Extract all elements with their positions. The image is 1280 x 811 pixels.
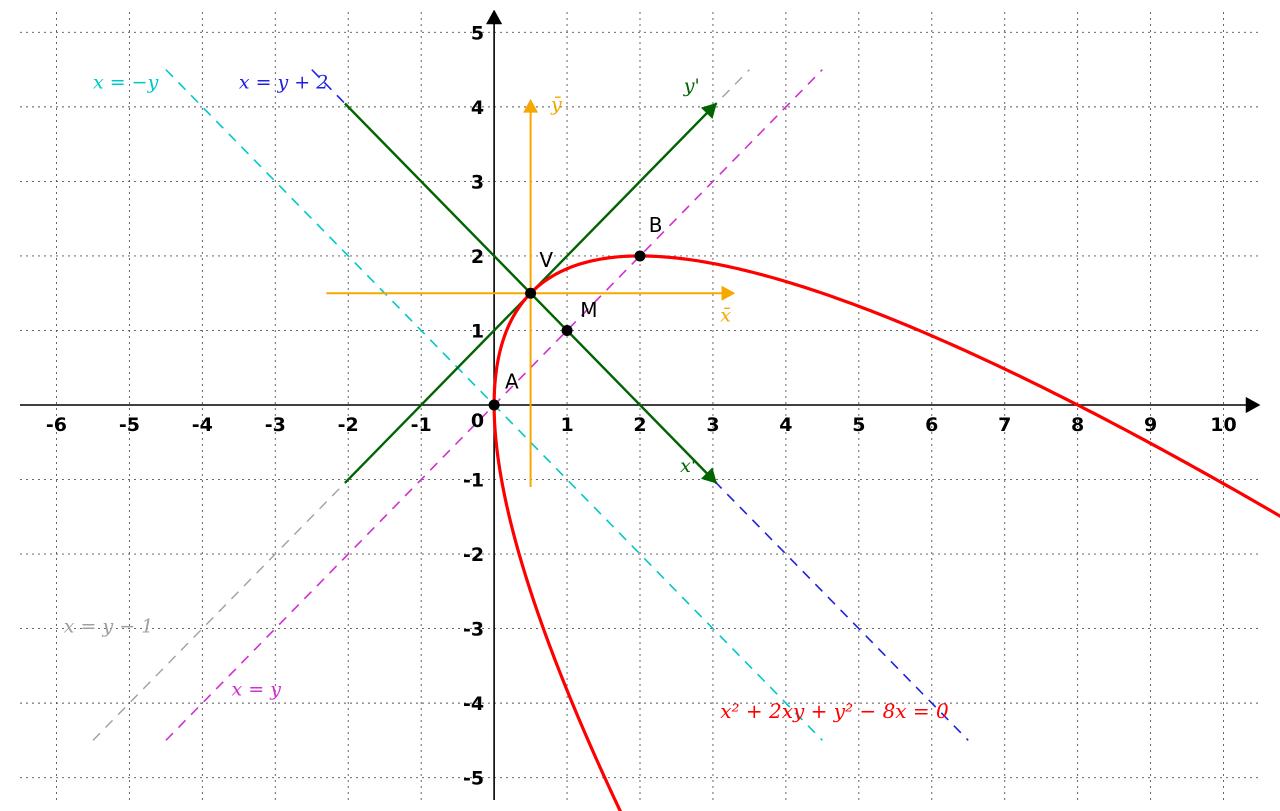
rotated-x-label: x'	[680, 455, 696, 477]
point-B	[635, 250, 646, 261]
point-label-B: B	[649, 213, 663, 237]
y-tick-label: 3	[471, 171, 484, 193]
point-M	[562, 325, 573, 336]
point-label-A: A	[505, 370, 519, 394]
y-tick-label: -1	[463, 470, 484, 492]
x-tick-label: -6	[46, 414, 67, 436]
x-tick-label: -1	[411, 414, 432, 436]
conic-equation-label: x² + 2xy + y² − 8x = 0	[720, 699, 949, 723]
x-tick-label: 2	[633, 414, 646, 436]
x-tick-label: -5	[119, 414, 140, 436]
x-tick-label: 9	[1144, 414, 1157, 436]
y-tick-label: -3	[463, 619, 484, 641]
x-tick-label: -3	[265, 414, 286, 436]
y-tick-label: -4	[463, 693, 484, 715]
x-tick-label: 10	[1210, 414, 1236, 436]
y-tick-label: -5	[463, 768, 484, 790]
rotated-y-label: y'	[683, 75, 700, 97]
point-label-M: M	[580, 298, 597, 322]
x-tick-label: 7	[998, 414, 1011, 436]
y-tick-label: 4	[471, 97, 484, 119]
y-tick-label: 2	[471, 246, 484, 268]
point-A	[489, 400, 500, 411]
x-tick-label: -2	[338, 414, 359, 436]
translated-y-label: ȳ	[550, 94, 562, 116]
y-tick-label: 5	[471, 22, 484, 44]
x-tick-label: 8	[1071, 414, 1084, 436]
y-tick-label: 1	[471, 320, 484, 342]
x-tick-label: 5	[852, 414, 865, 436]
x-tick-label: 6	[925, 414, 938, 436]
point-label-V: V	[539, 248, 553, 272]
y-tick-label: -2	[463, 544, 484, 566]
conic-curve	[494, 256, 1280, 811]
x-tick-label: 3	[706, 414, 719, 436]
line-x-eq-neg-y-label: x = −y	[93, 71, 159, 93]
x-tick-label: 1	[560, 414, 573, 436]
line-x-eq-y-plus-2-label: x = y + 2	[239, 71, 329, 93]
origin-label: 0	[471, 410, 484, 432]
conic-plot: x = −y x = y + 2 x = y x = y − 1 -6 -5 -4 -3 -2 -…	[0, 0, 1280, 811]
x-tick-label: 4	[779, 414, 792, 436]
x-tick-label: -4	[192, 414, 213, 436]
translated-x-label: x̄	[720, 305, 731, 327]
line-x-eq-y-minus-1-label: x = y − 1	[64, 615, 154, 637]
point-V	[525, 288, 536, 299]
line-x-eq-y-label: x = y	[232, 679, 282, 701]
